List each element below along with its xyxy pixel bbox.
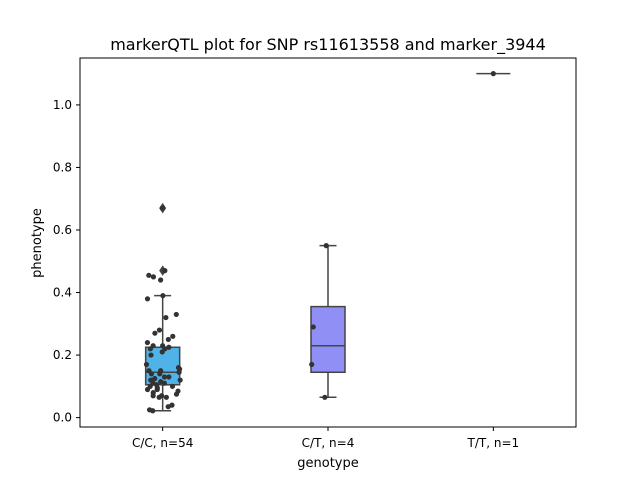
- y-tick-label: 0.6: [53, 223, 72, 237]
- data-point: [490, 71, 496, 77]
- data-point: [143, 361, 150, 368]
- data-point: [152, 330, 158, 336]
- chart-title: markerQTL plot for SNP rs11613558 and ma…: [110, 35, 546, 55]
- data-point: [150, 408, 156, 414]
- x-axis-label: genotype: [297, 456, 358, 471]
- y-tick-label: 0.8: [53, 160, 72, 174]
- y-tick-label: 1.0: [53, 98, 72, 112]
- point-group: [309, 243, 329, 400]
- point-group: [143, 205, 183, 414]
- data-point: [144, 386, 151, 393]
- data-point: [161, 380, 167, 386]
- data-point: [176, 369, 182, 375]
- data-point: [144, 339, 151, 346]
- box-group: [310, 244, 346, 399]
- x-tick-label: C/C, n=54: [132, 436, 193, 450]
- data-point: [146, 272, 152, 278]
- data-point: [159, 349, 165, 355]
- y-tick-label: 0.4: [53, 286, 72, 300]
- data-point: [169, 383, 176, 389]
- data-point: [157, 371, 163, 377]
- data-point: [159, 205, 165, 211]
- data-point: [158, 277, 164, 283]
- data-point: [161, 374, 168, 380]
- data-point: [166, 344, 172, 350]
- data-point: [165, 404, 171, 410]
- data-point: [177, 377, 183, 383]
- data-point: [156, 327, 163, 333]
- data-point: [147, 346, 153, 352]
- x-axis: C/C, n=54 C/T, n=4 T/T, n=1: [132, 427, 519, 450]
- point-group: [490, 71, 496, 77]
- data-point: [165, 336, 171, 343]
- data-point: [170, 333, 176, 339]
- data-point: [150, 274, 157, 280]
- data-point: [160, 293, 166, 299]
- data-point: [148, 352, 154, 358]
- y-axis: 0.0 0.2 0.4 0.6 0.8 1.0: [53, 98, 80, 425]
- data-point: [154, 386, 160, 393]
- plot-area: [143, 71, 511, 414]
- data-point: [148, 371, 155, 377]
- x-tick-label: C/T, n=4: [302, 436, 355, 450]
- data-point: [156, 394, 162, 400]
- data-point: [163, 394, 169, 400]
- y-tick-label: 0.2: [53, 348, 72, 362]
- data-point: [162, 268, 168, 274]
- data-point: [173, 311, 179, 318]
- data-point: [309, 361, 315, 368]
- data-point: [166, 374, 172, 380]
- data-point: [144, 296, 151, 302]
- y-tick-label: 0.0: [53, 411, 72, 425]
- data-point: [152, 375, 158, 382]
- data-point: [310, 324, 316, 330]
- data-point: [322, 394, 328, 400]
- data-point: [163, 314, 169, 321]
- x-tick-label: T/T, n=1: [467, 436, 520, 450]
- y-axis-label: phenotype: [30, 208, 45, 278]
- data-point: [150, 393, 156, 399]
- data-point: [323, 243, 329, 249]
- data-point: [173, 391, 180, 397]
- box-iqr: [310, 305, 346, 374]
